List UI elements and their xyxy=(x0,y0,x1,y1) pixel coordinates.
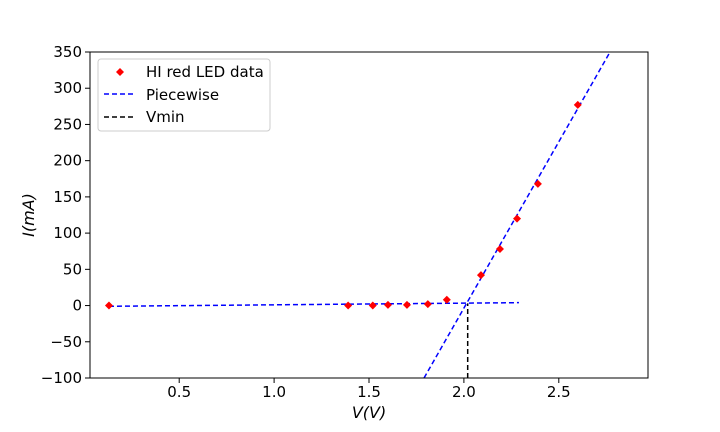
y-axis-label: I(mA) xyxy=(19,193,38,237)
x-tick-label: 2.5 xyxy=(547,383,571,401)
legend-label-vmin: Vmin xyxy=(146,108,185,126)
data-point xyxy=(573,100,582,109)
data-point xyxy=(368,301,377,310)
x-tick-label: 2.0 xyxy=(452,383,476,401)
y-tick-label: 200 xyxy=(53,152,82,170)
legend-label-piecewise: Piecewise xyxy=(146,86,219,104)
x-tick-label: 1.5 xyxy=(357,383,381,401)
data-point xyxy=(402,300,411,309)
y-tick-label: 300 xyxy=(53,79,82,97)
data-point xyxy=(423,300,432,309)
legend-frame xyxy=(97,58,271,132)
data-point xyxy=(344,301,353,310)
y-tick-label: −50 xyxy=(50,333,82,351)
data-point xyxy=(104,301,113,310)
y-tick-label: 150 xyxy=(53,188,82,206)
y-tick-label: 350 xyxy=(53,43,82,61)
data-point xyxy=(533,179,542,188)
marks-layer xyxy=(104,51,611,379)
ticks-layer: 0.5 1.0 1.5 2.0 2.5 −100 −50 0 50 100 150 200 250 300… xyxy=(41,43,571,401)
data-point xyxy=(476,271,485,280)
x-axis-label: V(V) xyxy=(352,403,386,422)
x-tick-label: 0.5 xyxy=(167,383,191,401)
x-tick-label: 1.0 xyxy=(262,383,286,401)
data-point xyxy=(495,245,504,254)
y-tick-label: −100 xyxy=(41,369,82,387)
legend-label-data: HI red LED data xyxy=(146,63,264,81)
y-tick-label: 250 xyxy=(53,115,82,133)
data-point xyxy=(383,300,392,309)
y-tick-label: 0 xyxy=(72,297,82,315)
data-point xyxy=(442,295,451,304)
legend: HI red LED data Piecewise Vmin xyxy=(97,58,271,132)
y-tick-label: 50 xyxy=(63,260,82,278)
data-point xyxy=(513,214,522,223)
piecewise-line xyxy=(108,301,519,308)
legend-marker-diamond-icon xyxy=(116,68,124,76)
y-tick-label: 100 xyxy=(53,224,82,242)
